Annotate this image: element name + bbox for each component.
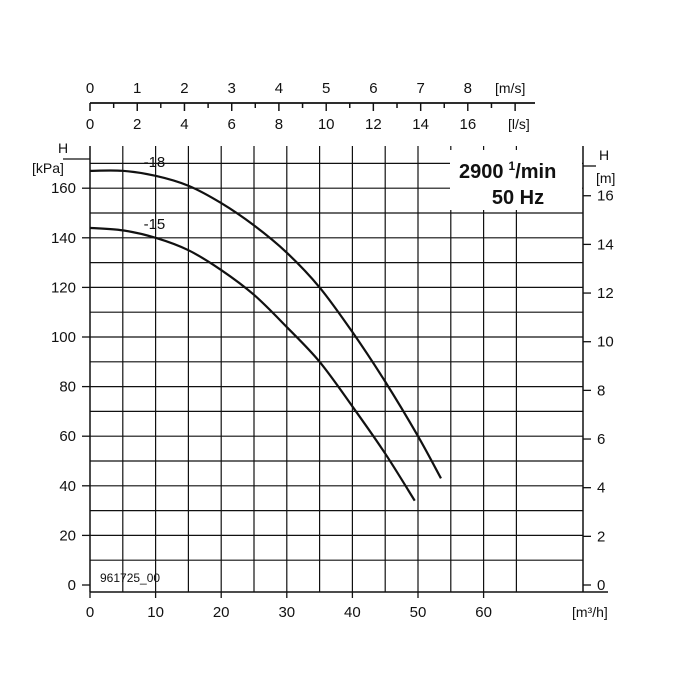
x-tick-label: 50 (410, 604, 427, 621)
speed-label-box (450, 150, 582, 210)
y-left-tick-label: 20 (59, 527, 76, 544)
top-axis-ms-tick-label: 5 (322, 80, 330, 97)
y-right-tick-label: 10 (597, 334, 614, 351)
series-label-1: -15 (144, 216, 166, 233)
top-axis-ls-tick-label: 14 (412, 116, 429, 133)
series-label-0: -18 (144, 154, 166, 171)
y-left-tick-label: 120 (51, 279, 76, 296)
series-curve-0 (89, 169, 442, 479)
y-right-tick-label: 14 (597, 236, 614, 253)
speed-freq-label: 50 Hz (492, 187, 544, 209)
y-right-tick-label: 6 (597, 431, 605, 448)
y-right-tick-label: 8 (597, 382, 605, 399)
speed-rpm-value: 2900 (459, 161, 504, 183)
top-axis-ms-tick-label: 3 (228, 80, 236, 97)
y-right-tick-label: 16 (597, 188, 614, 205)
y-left-tick-label: 140 (51, 230, 76, 247)
x-tick-label: 0 (86, 604, 94, 621)
series-curve-1 (89, 226, 416, 502)
y-left-unit: [kPa] (32, 160, 64, 176)
top-axis-ls-tick-label: 4 (180, 116, 188, 133)
x-tick-label: 30 (278, 604, 295, 621)
y-left-tick-label: 100 (51, 329, 76, 346)
top-axis-ms-tick-label: 0 (86, 80, 94, 97)
y-right-symbol: H (599, 147, 609, 163)
top-axis-ls-tick-label: 0 (86, 116, 94, 133)
x-tick-label: 40 (344, 604, 361, 621)
top-axis-ls-tick-label: 16 (460, 116, 477, 133)
top-axis-ls-tick-label: 6 (228, 116, 236, 133)
top-axis-ms-tick-label: 8 (464, 80, 472, 97)
speed-rpm-label: 2900 1/min (459, 159, 556, 183)
top-axis-ls-tick-label: 10 (318, 116, 335, 133)
top-axis-ms-tick-label: 2 (180, 80, 188, 97)
y-left-tick-label: 60 (59, 428, 76, 445)
y-left-tick-label: 40 (59, 478, 76, 495)
x-tick-label: 10 (147, 604, 164, 621)
top-axis-ms-tick-label: 1 (133, 80, 141, 97)
top-axis-ms-tick-label: 6 (369, 80, 377, 97)
labels-layer: H [kPa] H [m] [m³/h] [m/s] [l/s] 961725_… (32, 80, 615, 621)
top-axis-ms-tick-label: 7 (416, 80, 424, 97)
x-unit: [m³/h] (572, 604, 608, 620)
x-tick-label: 20 (213, 604, 230, 621)
y-left-tick-label: 160 (51, 180, 76, 197)
speed-rpm-sup: 1 (509, 159, 516, 173)
y-left-tick-label: 0 (68, 577, 76, 594)
figure-code: 961725_00 (100, 571, 160, 585)
top-axis-ls-tick-label: 12 (365, 116, 382, 133)
y-right-tick-label: 2 (597, 528, 605, 545)
y-right-tick-label: 12 (597, 285, 614, 302)
top-axis-ms-unit: [m/s] (495, 80, 525, 96)
axes-layer (63, 102, 608, 598)
grid-layer (90, 146, 583, 592)
x-tick-label: 60 (475, 604, 492, 621)
y-left-tick-label: 80 (59, 379, 76, 396)
y-right-tick-label: 0 (597, 577, 605, 594)
y-left-symbol: H (58, 140, 68, 156)
top-axis-ms-tick-label: 4 (275, 80, 283, 97)
top-axis-ls-tick-label: 2 (133, 116, 141, 133)
series-layer (89, 169, 442, 502)
y-right-tick-label: 4 (597, 480, 605, 497)
top-axis-ls-unit: [l/s] (508, 116, 530, 132)
y-right-unit: [m] (596, 170, 615, 186)
speed-rpm-unit: /min (515, 161, 556, 183)
top-axis-ls-tick-label: 8 (275, 116, 283, 133)
